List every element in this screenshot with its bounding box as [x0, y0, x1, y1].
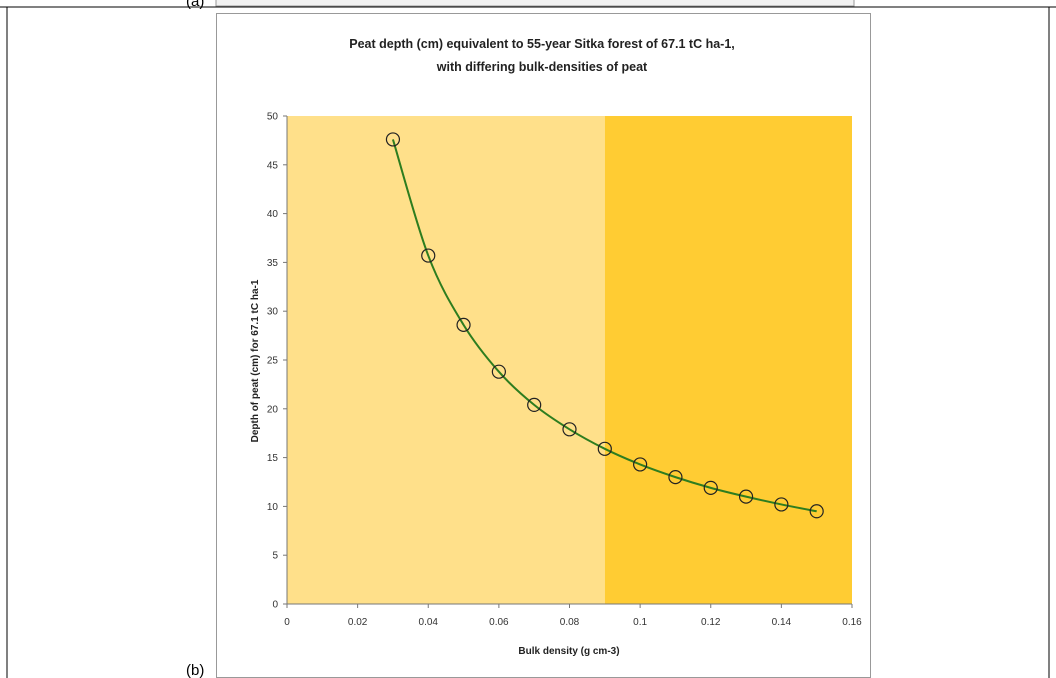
chart-subtitle: with differing bulk-densities of peat [436, 60, 648, 74]
y-tick-label: 5 [272, 551, 278, 562]
x-ticks: 0 0.02 0.04 0.06 0.08 0.1 0.12 0.14 0.16 [284, 604, 862, 628]
data-point [385, 132, 401, 147]
shaded-bands [287, 116, 852, 604]
panel-a-image-edge [215, 0, 855, 7]
data-point [421, 248, 436, 263]
data-point [527, 397, 542, 412]
y-tick-label: 40 [267, 209, 279, 220]
x-tick-label: 0.1 [633, 617, 647, 628]
y-axis-label: Depth of peat (cm) for 67.1 tC ha-1 [250, 279, 261, 442]
series-line [391, 139, 817, 513]
data-point [562, 422, 577, 437]
y-tick-label: 10 [267, 502, 279, 513]
data-markers [385, 132, 824, 519]
shaded-band-2 [604, 116, 852, 604]
y-tick-label: 30 [267, 307, 279, 318]
x-tick-label: 0.16 [842, 617, 862, 628]
shaded-band-1 [287, 116, 605, 604]
x-tick-label: 0.14 [772, 617, 792, 628]
y-tick-label: 15 [267, 453, 279, 464]
y-tick-label: 35 [267, 258, 279, 269]
y-tick-label: 0 [272, 600, 278, 611]
x-axis-label: Bulk density (g cm-3) [518, 646, 619, 657]
data-point [597, 441, 612, 456]
y-tick-label: 45 [267, 160, 279, 171]
data-point [456, 317, 471, 332]
panel-b-label: (b) [186, 662, 204, 678]
data-point [668, 470, 683, 485]
data-point [633, 457, 648, 472]
data-point [738, 489, 754, 504]
data-point [491, 364, 506, 379]
data-point [809, 504, 824, 519]
y-tick-label: 20 [267, 404, 279, 415]
panel-a-label: (a) [186, 0, 204, 10]
x-tick-label: 0.04 [419, 617, 439, 628]
chart-title: Peat depth (cm) equivalent to 55-year Si… [349, 37, 735, 51]
x-tick-label: 0 [284, 617, 290, 628]
x-tick-label: 0.12 [701, 617, 721, 628]
data-point [703, 480, 718, 495]
y-tick-label: 50 [267, 112, 279, 123]
x-tick-label: 0.06 [489, 617, 509, 628]
y-ticks: 0 5 10 15 20 25 30 35 40 45 50 [267, 112, 287, 611]
x-tick-label: 0.08 [560, 617, 580, 628]
x-tick-label: 0.02 [348, 617, 368, 628]
data-point [774, 497, 789, 512]
y-tick-label: 25 [267, 356, 279, 367]
